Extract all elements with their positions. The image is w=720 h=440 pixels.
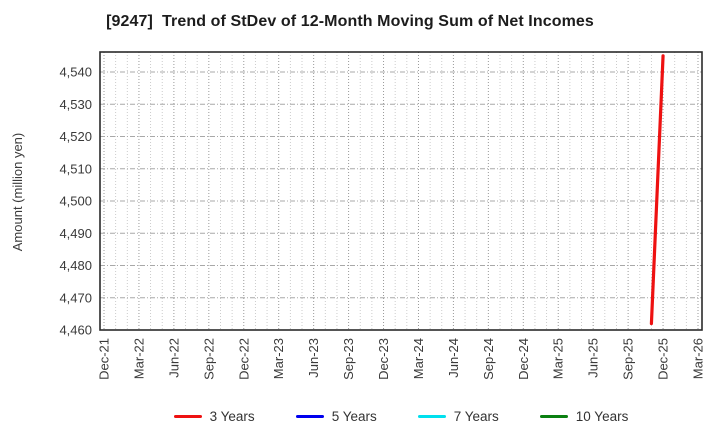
series-line-3-years [649, 54, 665, 326]
x-tick-label: Sep-25 [621, 338, 636, 380]
x-tick-label: Jun-23 [306, 338, 321, 378]
legend-swatch [295, 414, 324, 418]
legend-item-5-years: 5 Years [295, 408, 377, 424]
y-tick-label: 4,510 [59, 161, 92, 176]
legend-swatch [173, 414, 202, 418]
x-major-gridlines [103, 52, 699, 330]
x-tick-label: Mar-23 [271, 338, 286, 379]
y-tick-label: 4,490 [59, 226, 92, 241]
legend: 3 Years 5 Years 7 Years 10 Years [100, 404, 702, 428]
x-tick-label: Mar-25 [551, 338, 566, 379]
plot-border [99, 51, 703, 331]
x-tick-label: Jun-22 [166, 338, 181, 378]
x-tick-label: Sep-24 [481, 338, 496, 380]
y-tick-label: 4,530 [59, 97, 92, 112]
x-minor-gridlines [115, 52, 687, 330]
legend-label: 7 Years [453, 408, 499, 424]
y-tick-label: 4,540 [59, 65, 92, 80]
legend-label: 5 Years [331, 408, 377, 424]
y-tick-label: 4,520 [59, 129, 92, 144]
legend-item-7-years: 7 Years [417, 408, 499, 424]
chart-title: [9247] Trend of StDev of 12-Month Moving… [106, 13, 594, 30]
x-tick-label: Dec-24 [516, 338, 531, 380]
x-tick-label: Dec-25 [656, 338, 671, 380]
x-tick-labels: Dec-21 Mar-22 Jun-22 Sep-22 Dec-22 Mar-23 Jun-… [97, 338, 706, 380]
x-tick-label: Mar-22 [131, 338, 146, 379]
y-tick-label: 4,460 [59, 323, 92, 338]
x-tick-label: Mar-26 [691, 338, 706, 379]
legend-swatch [539, 414, 568, 418]
legend-label: 10 Years [575, 408, 629, 424]
x-tick-label: Dec-23 [376, 338, 391, 380]
x-tick-label: Jun-24 [446, 338, 461, 378]
y-tick-label: 4,470 [59, 290, 92, 305]
x-tick-label: Dec-22 [236, 338, 251, 380]
y-gridlines [100, 71, 702, 331]
y-tick-labels: 4,460 4,470 4,480 4,490 4,500 4,510 4,520 4,530… [59, 65, 92, 338]
x-tick-label: Sep-23 [341, 338, 356, 380]
legend-item-10-years: 10 Years [539, 408, 629, 424]
x-tick-label: Dec-21 [97, 338, 112, 380]
x-tick-label: Jun-25 [586, 338, 601, 378]
y-tick-label: 4,500 [59, 194, 92, 209]
legend-swatch [417, 414, 446, 418]
x-tick-label: Mar-24 [411, 338, 426, 379]
y-tick-label: 4,480 [59, 258, 92, 273]
x-tick-label: Sep-22 [201, 338, 216, 380]
legend-item-3-years: 3 Years [173, 408, 255, 424]
legend-label: 3 Years [209, 408, 255, 424]
